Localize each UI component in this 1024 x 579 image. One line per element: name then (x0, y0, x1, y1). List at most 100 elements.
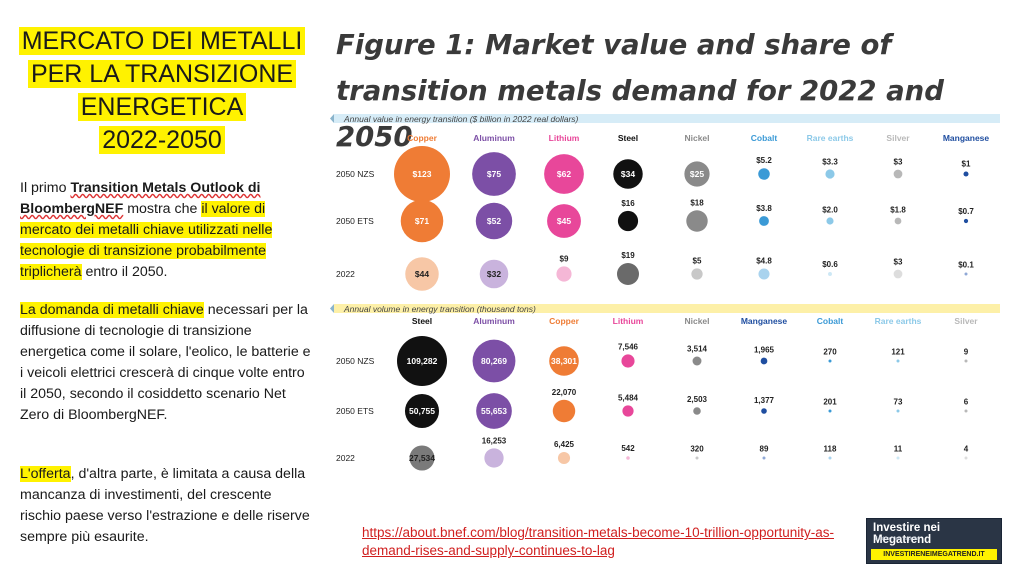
title-line-3: ENERGETICA (77, 93, 247, 121)
bubble-cobalt-2050-nzs (758, 168, 770, 180)
p2-highlight: La domanda di metalli chiave (20, 302, 204, 318)
bubble-silver-2050-ets (964, 409, 968, 413)
value-label-manganese-2050-ets: 1,377 (754, 396, 775, 405)
bubble-rare-earths-2022 (828, 272, 832, 276)
panel-1: Annual value in energy transition ($ bil… (330, 114, 1000, 291)
value-label-lithium-2050-nzs: 7,546 (618, 342, 639, 351)
bubble-steel-2050-ets (404, 393, 440, 429)
bubble-nickel-2022 (691, 268, 703, 280)
value-label-nickel-2050-ets: 2,503 (687, 395, 708, 404)
logo-title: Investire nei Megatrend (873, 522, 941, 546)
bubble-manganese-2022 (762, 456, 766, 460)
value-label-steel-2050-ets: $16 (621, 199, 635, 208)
row-label-2022: 2022 (336, 269, 355, 279)
p1-text-2: mostra che (123, 201, 202, 217)
value-label-copper-2050-nzs: $123 (413, 169, 432, 179)
value-label-aluminum-2050-nzs: $75 (487, 169, 501, 179)
column-header-rare-earths: Rare earths (807, 133, 854, 143)
bubble-aluminum-2050-nzs (472, 339, 516, 383)
bubble-silver-2050-nzs (893, 169, 903, 179)
bubble-copper-2022 (557, 451, 571, 465)
value-label-lithium-2022: 542 (621, 444, 635, 453)
bubble-rare-earths-2050-nzs (896, 359, 900, 363)
bubble-lithium-2050-ets (622, 405, 634, 417)
value-label-manganese-2050-nzs: 1,965 (754, 346, 775, 355)
value-label-nickel-2050-nzs: $25 (690, 169, 704, 179)
bubble-copper-2050-nzs (549, 346, 579, 376)
value-label-silver-2050-ets: 6 (964, 398, 969, 407)
bubble-copper-2050-nzs (394, 146, 450, 202)
bubble-silver-2050-ets (894, 217, 902, 225)
panel-2-band (334, 304, 1000, 313)
value-label-nickel-2022: $5 (693, 256, 702, 265)
source-link[interactable]: https://about.bnef.com/blog/transition-m… (362, 525, 834, 558)
bubble-nickel-2050-ets (693, 407, 701, 415)
column-header-nickel: Nickel (684, 316, 709, 326)
bubble-copper-2050-ets (400, 199, 444, 243)
column-header-cobalt: Cobalt (817, 316, 844, 326)
p1-text-1: Il primo (20, 180, 71, 196)
row-label-2050-ets: 2050 ETS (336, 216, 374, 226)
bubble-cobalt-2022 (758, 268, 770, 280)
bubble-nickel-2050-ets (686, 210, 708, 232)
column-header-copper: Copper (549, 316, 579, 326)
panel-1-subtitle: Annual value in energy transition ($ bil… (343, 114, 579, 124)
value-label-cobalt-2050-nzs: $5.2 (756, 156, 772, 165)
bubble-manganese-2050-ets (963, 218, 969, 224)
panel-2-subtitle: Annual volume in energy transition (thou… (343, 304, 536, 314)
row-label-2050-ets: 2050 ETS (336, 406, 374, 416)
column-header-aluminum: Aluminum (473, 133, 515, 143)
bubble-rare-earths-2022 (896, 456, 900, 460)
value-label-cobalt-2022: 118 (824, 445, 837, 454)
bubble-manganese-2050-nzs (963, 171, 969, 177)
bubble-lithium-2050-ets (547, 204, 581, 238)
bubble-steel-2050-ets (617, 210, 639, 232)
value-label-aluminum-2050-ets: $52 (487, 216, 501, 226)
row-label-2050-nzs: 2050 NZS (336, 169, 375, 179)
value-label-copper-2050-ets: 22,070 (552, 388, 577, 397)
panel-2: Annual volume in energy transition (thou… (330, 304, 1000, 471)
bubble-silver-2022 (964, 456, 968, 460)
bubble-nickel-2050-nzs (684, 161, 710, 187)
title-line-2: PER LA TRANSIZIONE (27, 60, 297, 88)
bubble-lithium-2050-nzs (621, 354, 635, 368)
paragraph-demand: La domanda di metalli chiave necessari p… (20, 300, 312, 426)
value-label-lithium-2050-ets: 5,484 (618, 393, 639, 402)
p3-text-1: , d'altra parte, è limitata a causa dell… (20, 466, 310, 545)
value-label-rare-earths-2022: $0.6 (822, 260, 838, 269)
bubble-rare-earths-2050-ets (896, 409, 900, 413)
value-label-steel-2050-nzs: 109,282 (407, 356, 438, 366)
value-label-rare-earths-2050-ets: 73 (894, 398, 903, 407)
bubble-aluminum-2022 (479, 259, 509, 289)
bubble-rare-earths-2050-nzs (825, 169, 835, 179)
brand-logo[interactable]: Investire nei Megatrend Il futuro non as… (866, 518, 1002, 564)
title-line-4: 2022-2050 (99, 126, 225, 154)
value-label-manganese-2050-nzs: $1 (962, 159, 971, 168)
bubble-nickel-2050-nzs (692, 356, 702, 366)
value-label-silver-2022: $3 (894, 258, 903, 267)
bubble-steel-2050-nzs (613, 159, 643, 189)
value-label-manganese-2022: $0.1 (958, 261, 974, 270)
paragraph-supply: L'offerta, d'altra parte, è limitata a c… (20, 464, 312, 548)
bubble-cobalt-2050-ets (828, 409, 832, 413)
value-label-rare-earths-2022: 11 (894, 445, 903, 454)
value-label-manganese-2050-ets: $0.7 (958, 207, 974, 216)
bubble-aluminum-2050-nzs (472, 152, 516, 196)
row-label-2022: 2022 (336, 453, 355, 463)
value-label-lithium-2022: $9 (560, 254, 569, 263)
figure-title: Figure 1: Market value and share of tran… (336, 29, 944, 153)
bubble-cobalt-2050-ets (759, 216, 769, 226)
column-header-manganese: Manganese (943, 133, 990, 143)
value-label-nickel-2050-ets: $18 (690, 198, 704, 207)
value-label-copper-2050-ets: $71 (415, 216, 429, 226)
value-label-copper-2050-nzs: 38,301 (551, 356, 577, 366)
bubble-cobalt-2022 (828, 456, 832, 460)
value-label-nickel-2050-nzs: 3,514 (687, 345, 708, 354)
column-header-manganese: Manganese (741, 316, 788, 326)
bubble-cobalt-2050-nzs (828, 359, 832, 363)
bubble-silver-2050-nzs (964, 359, 968, 363)
value-label-aluminum-2022: 16,253 (482, 436, 507, 445)
value-label-silver-2050-ets: $1.8 (890, 206, 906, 215)
bubble-aluminum-2050-ets (476, 393, 512, 429)
bubble-manganese-2022 (964, 272, 968, 276)
